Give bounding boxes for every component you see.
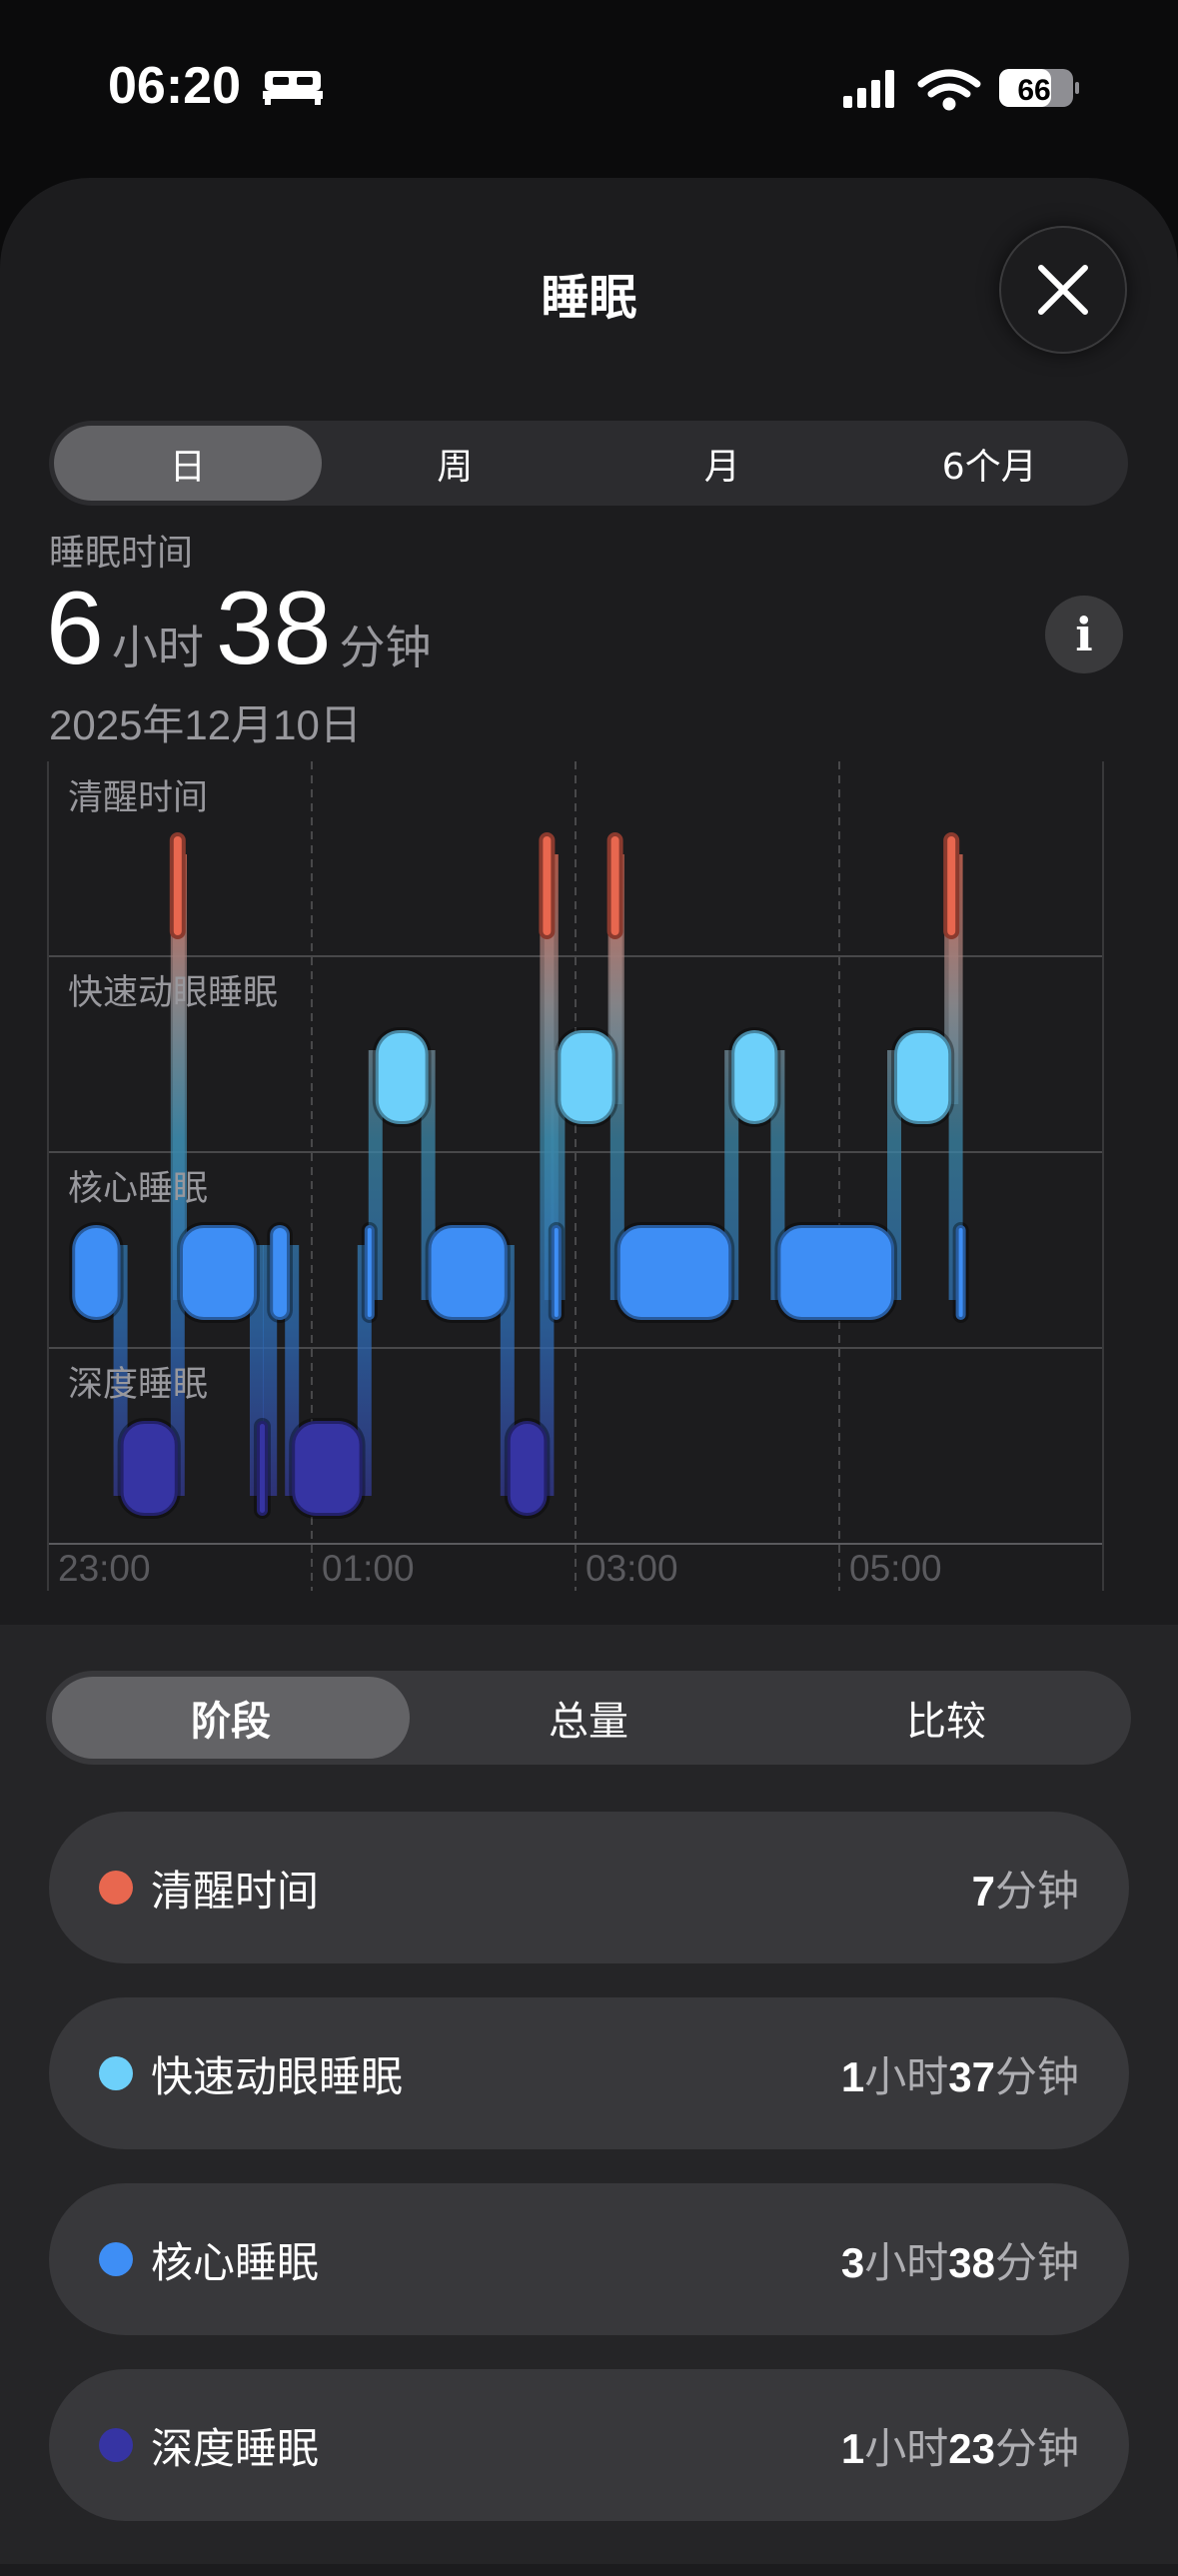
stage-row[interactable]: 快速动眼睡眠 1小时37分钟 <box>49 1997 1129 2149</box>
value-unit: 分钟 <box>994 1867 1079 1915</box>
segment-awake <box>606 832 623 939</box>
segment-core <box>952 1222 969 1323</box>
segment-awake <box>943 832 960 939</box>
value-unit: 分钟 <box>994 2052 1079 2100</box>
value-number: 7 <box>971 1867 995 1915</box>
lane-label-core: 核心睡眠 <box>68 1169 208 1209</box>
value-unit: 小时 <box>864 2052 949 2100</box>
segment-core <box>774 1222 898 1323</box>
stage-name: 快速动眼睡眠 <box>151 2051 404 2101</box>
battery-level: 66 <box>1017 74 1050 107</box>
info-button[interactable]: i <box>1045 596 1123 673</box>
stage-color-dot <box>99 1871 133 1905</box>
tab-stages[interactable]: 阶段 <box>52 1677 410 1759</box>
close-button[interactable] <box>999 226 1127 354</box>
lane-label-deep: 深度睡眠 <box>68 1365 208 1405</box>
x-tick-label: 01:00 <box>322 1548 415 1589</box>
status-icons: 66 <box>843 69 1079 111</box>
segment-rem <box>728 1027 781 1127</box>
view-segmented-control: 阶段 总量 比较 <box>46 1671 1131 1765</box>
close-icon <box>1038 265 1088 315</box>
value-number: 1 <box>840 2052 865 2100</box>
stage-duration: 1小时23分钟 <box>841 2415 1079 2476</box>
clock: 06:20 <box>108 57 241 115</box>
stage-duration: 7分钟 <box>972 1858 1079 1919</box>
lane-label-awake: 清醒时间 <box>68 778 208 818</box>
range-segmented-control: 日 周 月 6个月 <box>49 421 1128 506</box>
value-number: 37 <box>948 2052 995 2100</box>
segment-core <box>548 1222 565 1323</box>
x-tick-label: 05:00 <box>849 1548 942 1589</box>
tab-compare[interactable]: 比较 <box>906 1699 986 1745</box>
segment-rem <box>372 1027 432 1127</box>
value-unit: 分钟 <box>994 2238 1079 2286</box>
segment-deep <box>289 1418 366 1519</box>
segment-core <box>425 1222 511 1323</box>
signal-icon <box>843 70 894 108</box>
minutes: 38 <box>215 571 332 686</box>
x-tick-label: 23:00 <box>58 1548 151 1589</box>
stage-row[interactable]: 核心睡眠 3小时38分钟 <box>49 2183 1129 2335</box>
value-number: 1 <box>840 2424 865 2472</box>
stage-color-dot <box>99 2242 133 2276</box>
x-tick-label: 03:00 <box>586 1548 678 1589</box>
sleep-total: 6 小时 38 分钟 <box>46 570 444 688</box>
segment-core <box>267 1222 294 1323</box>
segment-core <box>69 1222 124 1323</box>
stage-duration: 1小时37分钟 <box>841 2043 1079 2104</box>
stage-row[interactable]: 清醒时间 7分钟 <box>49 1812 1129 1963</box>
stage-transition <box>609 854 624 1300</box>
value-number: 23 <box>948 2424 995 2472</box>
wifi-icon <box>917 69 981 111</box>
stage-name: 核心睡眠 <box>151 2237 320 2287</box>
stage-name: 清醒时间 <box>151 1866 320 1916</box>
tab-6-months[interactable]: 6个月 <box>941 446 1037 488</box>
segment-core <box>177 1222 260 1323</box>
status-time: 06:20 <box>108 56 324 116</box>
stage-color-dot <box>99 2056 133 2090</box>
stage-row[interactable]: 深度睡眠 1小时23分钟 <box>49 2369 1129 2521</box>
value-unit: 小时 <box>864 2424 949 2472</box>
tab-month[interactable]: 月 <box>703 446 740 488</box>
segment-awake <box>539 832 556 939</box>
segment-deep <box>504 1418 551 1519</box>
value-unit: 小时 <box>864 2238 949 2286</box>
value-number: 38 <box>948 2238 995 2286</box>
hours: 6 <box>46 571 104 686</box>
lane-label-rem: 快速动眼睡眠 <box>68 973 278 1013</box>
bed-icon <box>263 71 324 105</box>
date: 2025年12月10日 <box>49 701 362 748</box>
minutes-unit: 分钟 <box>339 622 432 673</box>
info-icon: i <box>1075 608 1093 661</box>
hours-unit: 小时 <box>111 622 204 673</box>
value-unit: 分钟 <box>994 2424 1079 2472</box>
segment-awake <box>169 832 186 939</box>
summary-label: 睡眠时间 <box>49 533 194 574</box>
segment-deep <box>117 1418 181 1519</box>
stage-name: 深度睡眠 <box>151 2423 320 2473</box>
segment-rem <box>555 1027 618 1127</box>
stage-transition <box>173 854 187 1300</box>
battery-icon: 66 <box>999 69 1079 107</box>
value-number: 3 <box>840 2238 865 2286</box>
stage-duration: 3小时38分钟 <box>841 2229 1079 2290</box>
tab-day[interactable]: 日 <box>54 426 322 501</box>
stage-transition <box>948 854 963 1300</box>
page-title: 睡眠 <box>541 270 637 326</box>
tab-week[interactable]: 周 <box>437 446 474 488</box>
stage-color-dot <box>99 2428 133 2462</box>
tab-amount[interactable]: 总量 <box>549 1699 628 1745</box>
segment-rem <box>891 1027 955 1127</box>
segment-core <box>613 1222 735 1323</box>
segment-core <box>361 1222 378 1323</box>
segment-deep <box>254 1418 271 1519</box>
